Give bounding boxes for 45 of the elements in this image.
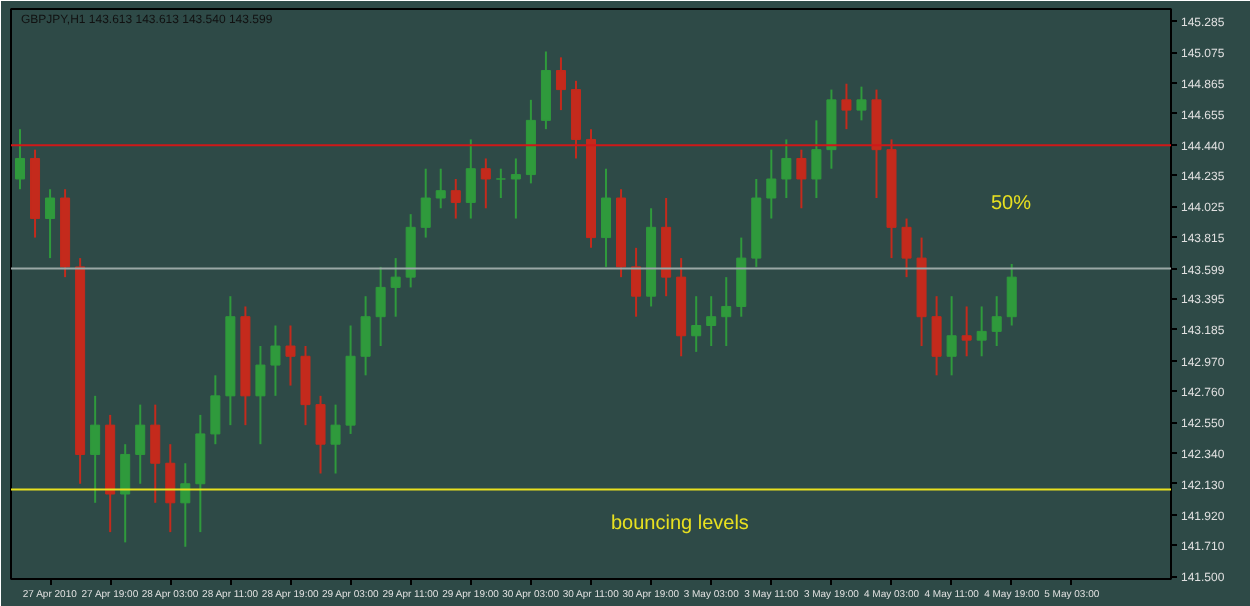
annotation: bouncing levels bbox=[611, 513, 749, 535]
candlestick bbox=[435, 167, 446, 210]
candlestick bbox=[120, 443, 131, 544]
candlestick bbox=[180, 462, 191, 548]
candlestick bbox=[45, 188, 56, 260]
candlestick bbox=[766, 148, 777, 220]
candlestick bbox=[165, 443, 176, 534]
candlestick bbox=[510, 157, 521, 220]
candlestick bbox=[480, 157, 491, 210]
candlestick bbox=[420, 167, 431, 239]
candlestick bbox=[90, 394, 101, 504]
candlestick bbox=[841, 82, 852, 131]
candlestick bbox=[330, 403, 341, 475]
candlestick bbox=[135, 403, 146, 485]
candlestick bbox=[270, 324, 281, 397]
candlestick bbox=[15, 128, 26, 191]
annotation: 50% bbox=[991, 193, 1032, 215]
candlestick bbox=[976, 305, 987, 358]
candlestick bbox=[931, 295, 942, 377]
candlestick bbox=[1006, 262, 1017, 327]
candlestick bbox=[315, 394, 326, 475]
candlestick bbox=[946, 295, 957, 377]
candlestick bbox=[255, 345, 266, 446]
candlestick bbox=[375, 265, 386, 348]
candlestick bbox=[901, 217, 912, 279]
candlestick bbox=[450, 177, 461, 220]
candlestick bbox=[796, 148, 807, 210]
candlestick bbox=[631, 246, 642, 318]
candlestick bbox=[811, 119, 822, 200]
candlestick bbox=[961, 305, 972, 358]
candlestick bbox=[360, 295, 371, 377]
candlestick bbox=[495, 167, 506, 200]
candlestick bbox=[706, 295, 717, 348]
candlestick bbox=[555, 56, 566, 112]
candlestick bbox=[390, 257, 401, 318]
candlestick bbox=[285, 324, 296, 387]
candlestick bbox=[721, 276, 732, 348]
candlestick bbox=[691, 295, 702, 353]
candlestick bbox=[210, 374, 221, 446]
candlestick bbox=[465, 138, 476, 220]
candlestick bbox=[781, 138, 792, 200]
candlestick bbox=[991, 295, 1002, 348]
candlestick bbox=[601, 167, 612, 268]
candlestick bbox=[150, 403, 161, 504]
candlestick bbox=[856, 85, 867, 122]
